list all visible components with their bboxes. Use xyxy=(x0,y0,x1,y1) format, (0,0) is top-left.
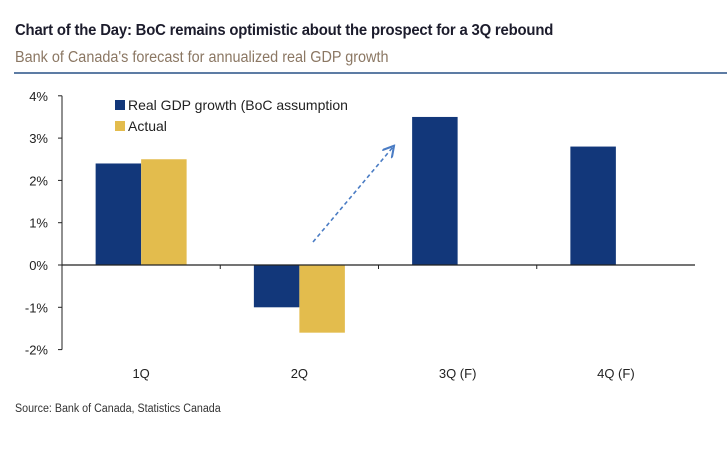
x-tick-label: 4Q (F) xyxy=(597,366,635,381)
y-tick-label: 3% xyxy=(29,131,48,146)
bar-boc-0 xyxy=(95,163,142,265)
legend-swatch-1 xyxy=(115,121,125,131)
bar-boc-1 xyxy=(253,265,300,308)
x-tick-label: 1Q xyxy=(132,366,149,381)
bar-actual-0 xyxy=(141,159,187,265)
y-tick-label: 1% xyxy=(29,216,48,231)
source-note: Source: Bank of Canada, Statistics Canad… xyxy=(15,403,221,415)
legend-label: Actual xyxy=(128,118,167,134)
bar-actual-1 xyxy=(299,265,345,333)
y-tick-label: -2% xyxy=(25,343,49,358)
legend-swatch-0 xyxy=(115,100,125,110)
legend-label: Real GDP growth (BoC assumption xyxy=(128,97,348,113)
x-tick-label: 2Q xyxy=(291,366,308,381)
arrow-annotation xyxy=(312,147,393,243)
bar-boc-2 xyxy=(412,116,458,265)
y-tick-label: 2% xyxy=(29,173,48,188)
y-tick-label: 4% xyxy=(29,89,48,104)
chart-subtitle: Bank of Canada's forecast for annualized… xyxy=(15,49,389,66)
y-tick-label: -1% xyxy=(25,300,49,315)
chart-title: Chart of the Day: BoC remains optimistic… xyxy=(15,22,554,39)
y-tick-label: 0% xyxy=(29,258,48,273)
bar-chart: 1Q 2Q 3Q (F) 4Q (F) 4% 3% 2% 1% 0% -1% -2% Real GDP… xyxy=(25,89,695,381)
title-divider xyxy=(14,72,727,74)
bar-boc-3 xyxy=(570,146,616,265)
x-tick-label: 3Q (F) xyxy=(439,366,477,381)
